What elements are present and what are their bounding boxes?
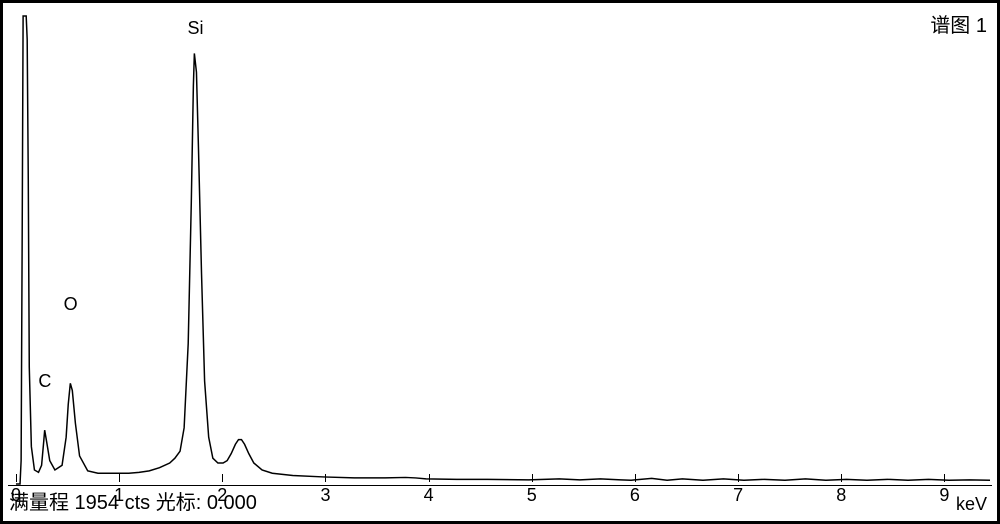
- x-tick-label: 7: [733, 485, 743, 506]
- peak-label-o: O: [64, 294, 78, 315]
- x-tick: [738, 474, 739, 482]
- x-tick: [635, 474, 636, 482]
- x-tick: [429, 474, 430, 482]
- plot-area: [8, 8, 992, 486]
- x-tick: [532, 474, 533, 482]
- x-tick: [119, 474, 120, 482]
- x-tick-label: 5: [527, 485, 537, 506]
- x-tick: [841, 474, 842, 482]
- x-tick-label: 4: [424, 485, 434, 506]
- x-tick: [944, 474, 945, 482]
- x-tick-label: 9: [939, 485, 949, 506]
- x-tick-label: 3: [320, 485, 330, 506]
- x-tick-label: 6: [630, 485, 640, 506]
- spectrum-line: [8, 8, 992, 486]
- eds-spectrum-chart: C O Si 0123456789 谱图 1 满量程 1954 cts 光标: 0.…: [0, 0, 1000, 524]
- x-tick: [222, 474, 223, 482]
- chart-title: 谱图 1: [930, 9, 987, 38]
- x-tick-label: 8: [836, 485, 846, 506]
- x-axis-ticks: 0123456789: [8, 474, 992, 484]
- x-axis-unit: keV: [956, 494, 987, 515]
- peak-label-c: C: [38, 371, 51, 392]
- x-tick: [16, 474, 17, 482]
- chart-footer-text: 满量程 1954 cts 光标: 0.000: [9, 486, 257, 515]
- x-tick: [325, 474, 326, 482]
- peak-label-si: Si: [187, 18, 203, 39]
